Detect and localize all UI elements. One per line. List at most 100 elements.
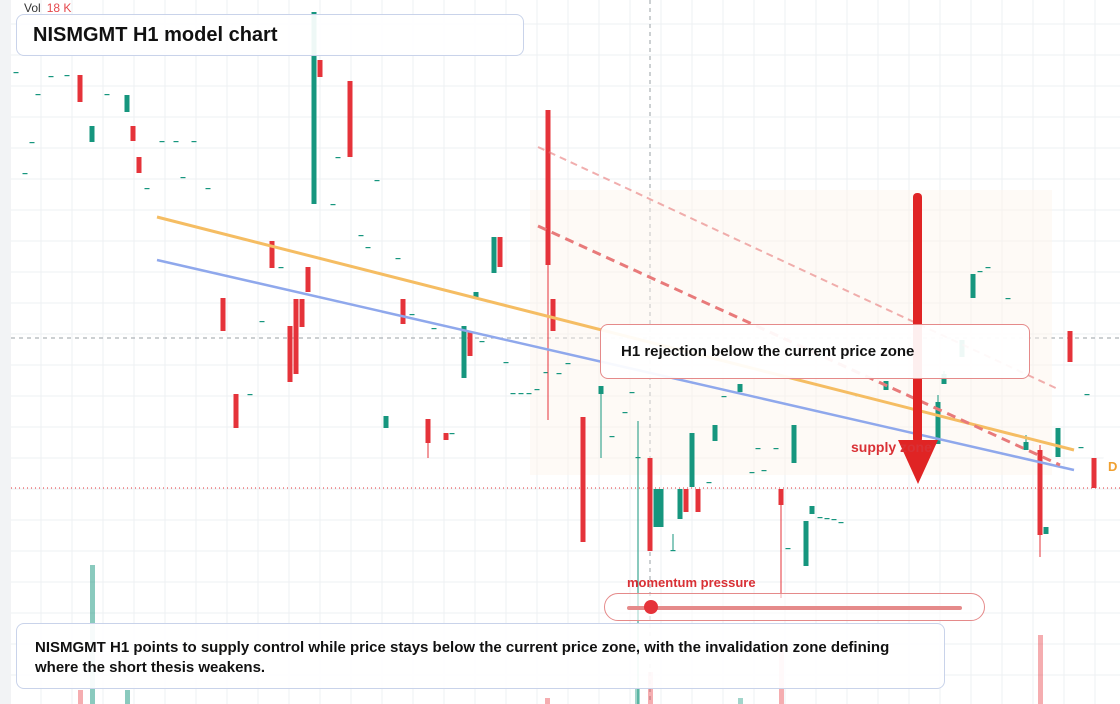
rejection-callout-text: H1 rejection below the current price zon…	[621, 343, 915, 360]
candle-body	[609, 436, 615, 438]
candle-body	[785, 548, 791, 550]
candle-body	[449, 433, 455, 435]
candle-body	[677, 489, 683, 519]
candle-body	[347, 81, 353, 157]
candle-body	[1067, 331, 1073, 362]
candle-body	[443, 433, 449, 440]
candle-body	[1043, 527, 1049, 534]
candle-body	[400, 299, 406, 324]
candle-body	[1084, 394, 1090, 396]
analysis-note-text: NISMGMT H1 points to supply control whil…	[35, 639, 890, 676]
candle-body	[293, 299, 299, 374]
candle-body	[473, 292, 479, 298]
candle-body	[29, 142, 35, 144]
candle-body	[791, 425, 797, 463]
candle-body	[824, 518, 830, 520]
candle-body	[205, 188, 211, 190]
candle-body	[977, 271, 983, 273]
candle-body	[104, 94, 110, 96]
candle-body	[467, 331, 473, 356]
candle-body	[1091, 458, 1097, 488]
candle-body	[48, 76, 54, 78]
candle-body	[180, 177, 186, 179]
candle-body	[721, 396, 727, 398]
candle-body	[247, 394, 253, 396]
volume-bar	[125, 690, 130, 704]
candle-body	[635, 457, 641, 459]
candle-body	[598, 386, 604, 394]
candle-body	[335, 157, 341, 159]
candle-body	[503, 362, 509, 364]
candle-body	[409, 314, 415, 316]
candle-body	[124, 95, 130, 112]
chart-overlay	[898, 193, 938, 484]
candle-body	[935, 402, 941, 444]
candle-body	[773, 448, 779, 450]
rejection-callout: H1 rejection below the current price zon…	[600, 324, 1030, 379]
candle-body	[761, 470, 767, 472]
candle-body	[543, 372, 549, 374]
candle-body	[136, 157, 142, 173]
candle-body	[64, 75, 70, 77]
candle-body	[689, 433, 695, 487]
candle-body	[425, 419, 431, 443]
candle-body	[712, 425, 718, 441]
chart-title-box: NISMGMT H1 model chart	[16, 14, 524, 56]
candle-body	[330, 204, 336, 206]
candle-body	[706, 482, 712, 484]
candle-body	[653, 489, 659, 527]
candle-body	[941, 374, 947, 384]
candle-body	[518, 393, 524, 395]
momentum-handle[interactable]	[643, 600, 658, 614]
candle-body	[1023, 442, 1029, 450]
candle-body	[374, 180, 380, 182]
candle-body	[580, 417, 586, 542]
candle-body	[305, 267, 311, 292]
candle-body	[1055, 428, 1061, 457]
candle-body	[35, 94, 41, 96]
candle-body	[278, 267, 284, 269]
candle-body	[144, 188, 150, 190]
volume-bar	[738, 698, 743, 704]
candle-body	[970, 274, 976, 298]
bearish-arrow-head	[898, 440, 938, 484]
candle-body	[534, 389, 540, 391]
candle-body	[479, 341, 485, 343]
candle-body	[497, 237, 503, 267]
candle-body	[545, 110, 551, 265]
candle-body	[695, 489, 701, 512]
candle-body	[89, 126, 95, 142]
volume-bar	[1038, 635, 1043, 704]
candle-body	[431, 328, 437, 330]
candle-body	[22, 173, 28, 175]
candle-body	[647, 458, 653, 551]
volume-bar	[545, 698, 550, 704]
candle-body	[658, 489, 664, 527]
supply-zone-label: supply zone	[851, 439, 932, 455]
candle-body	[311, 12, 317, 204]
candle-body	[778, 489, 784, 505]
candle-body	[130, 126, 136, 141]
candle-body	[365, 247, 371, 249]
candle-body	[622, 412, 628, 414]
candle-body	[809, 506, 815, 514]
candle-body	[299, 299, 305, 327]
candle-body	[670, 550, 676, 552]
candle-body	[259, 321, 265, 323]
volume-legend: Vol 18 K	[24, 1, 71, 15]
bearish-arrow-shaft	[913, 193, 922, 443]
momentum-pressure-gauge[interactable]	[604, 593, 985, 621]
candle-body	[233, 394, 239, 428]
candle-body	[510, 393, 516, 395]
candle-body	[565, 363, 571, 365]
candle-body	[269, 241, 275, 268]
candle-body	[159, 141, 165, 143]
candle-body	[13, 72, 19, 74]
candle-body	[317, 60, 323, 77]
candle-body	[358, 235, 364, 237]
candle-body	[838, 522, 844, 524]
candle-body	[491, 237, 497, 273]
candle-body	[831, 519, 837, 521]
candle-body	[985, 267, 991, 269]
momentum-label: momentum pressure	[627, 575, 756, 590]
